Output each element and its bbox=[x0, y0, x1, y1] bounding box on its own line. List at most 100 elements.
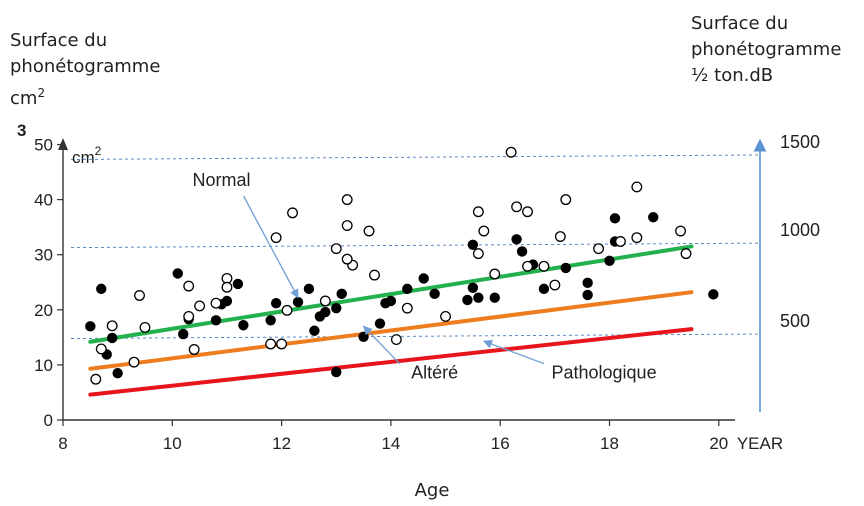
filled-point-22 bbox=[331, 302, 342, 314]
filled-point-41 bbox=[582, 289, 593, 301]
filled-point-10 bbox=[221, 295, 233, 307]
filled-point-17 bbox=[309, 325, 320, 336]
right-tick-label-500: 500 bbox=[780, 311, 810, 331]
reference-line-1500 bbox=[70, 154, 761, 160]
y-tick-label-30: 30 bbox=[34, 246, 53, 265]
filled-point-42 bbox=[604, 255, 615, 266]
hollow-point-46 bbox=[680, 248, 692, 260]
filled-point-15 bbox=[292, 296, 304, 308]
annotations: Normal Altéré Pathologique bbox=[192, 170, 656, 383]
filled-point-24 bbox=[374, 318, 386, 329]
panel-number: 3 bbox=[17, 121, 26, 140]
filled-point-20 bbox=[331, 366, 342, 378]
hollow-point-29 bbox=[472, 206, 484, 218]
filled-point-5 bbox=[172, 268, 183, 279]
hollow-point-45 bbox=[675, 225, 687, 237]
filled-point-29 bbox=[429, 288, 440, 300]
filled-point-40 bbox=[582, 277, 593, 289]
hollow-point-25 bbox=[369, 269, 380, 281]
hollow-point-6 bbox=[183, 310, 195, 322]
filled-point-19 bbox=[320, 306, 331, 318]
filled-point-1 bbox=[96, 283, 107, 295]
y-tick-label-0: 0 bbox=[44, 411, 53, 430]
filled-point-16 bbox=[303, 283, 315, 295]
filled-point-44 bbox=[609, 213, 621, 224]
inner-axis-unit-sup: 2 bbox=[95, 144, 102, 158]
regression-lines bbox=[88, 244, 694, 397]
filled-point-14 bbox=[270, 298, 282, 309]
y-tick-label-40: 40 bbox=[34, 191, 53, 210]
hollow-point-4 bbox=[134, 290, 145, 301]
annotation-arrow-2 bbox=[482, 339, 545, 365]
left-axis-title-line1: Surface du bbox=[10, 30, 108, 51]
hollow-point-2 bbox=[106, 320, 118, 332]
hollow-point-23 bbox=[341, 253, 353, 265]
right-axis-title-line3: ½ ton.dB bbox=[691, 65, 774, 86]
hollow-point-19 bbox=[330, 243, 342, 255]
left-axis-unit-sup: 2 bbox=[37, 86, 46, 100]
filled-point-39 bbox=[560, 262, 571, 274]
hollow-point-42 bbox=[614, 236, 626, 247]
hollow-point-38 bbox=[549, 279, 561, 291]
right-tick-label-1500: 1500 bbox=[780, 132, 820, 152]
filled-point-35 bbox=[511, 234, 522, 245]
annotation-label-2: Pathologique bbox=[551, 363, 656, 383]
hollow-point-14 bbox=[276, 338, 288, 350]
hollow-point-13 bbox=[265, 338, 277, 350]
inner-axis-unit-base: cm bbox=[72, 148, 95, 167]
left-axis-unit-base: cm bbox=[10, 88, 38, 109]
filled-point-26 bbox=[385, 295, 397, 307]
hollow-point-24 bbox=[363, 225, 375, 237]
hollow-point-39 bbox=[554, 231, 566, 242]
hollow-point-11 bbox=[221, 272, 233, 284]
left-axis-title: Surface du phonétogramme cm2 bbox=[10, 28, 160, 112]
filled-point-13 bbox=[265, 315, 276, 326]
left-axis-title-line2: phonétogramme bbox=[10, 56, 161, 77]
x-tick-label-18: 18 bbox=[600, 434, 619, 453]
right-axis-title-line1: Surface du bbox=[691, 13, 789, 34]
filled-point-36 bbox=[516, 246, 528, 257]
filled-point-31 bbox=[467, 282, 479, 293]
hollow-point-44 bbox=[631, 181, 643, 193]
hollow-point-27 bbox=[401, 302, 413, 314]
x-tick-label-14: 14 bbox=[381, 434, 400, 453]
x-axis-title: Age bbox=[414, 480, 450, 501]
hollow-point-1 bbox=[95, 343, 107, 355]
hollow-point-5 bbox=[139, 321, 151, 333]
hollow-point-15 bbox=[270, 232, 282, 244]
filled-point-6 bbox=[178, 328, 189, 340]
hollow-point-32 bbox=[489, 268, 501, 280]
filled-point-23 bbox=[358, 331, 369, 343]
filled-point-38 bbox=[538, 283, 550, 295]
filled-point-3 bbox=[106, 332, 118, 344]
regression-line-altere bbox=[88, 290, 694, 371]
hollow-point-3 bbox=[128, 356, 140, 368]
hollow-point-31 bbox=[478, 225, 490, 237]
hollow-point-40 bbox=[560, 194, 572, 206]
x-tick-label-12: 12 bbox=[272, 434, 291, 453]
filled-point-34 bbox=[489, 292, 500, 303]
y-tick-label-10: 10 bbox=[34, 356, 53, 375]
filled-point-12 bbox=[238, 320, 249, 331]
hollow-point-9 bbox=[194, 300, 206, 312]
reference-lines: 500 1000 1500 bbox=[70, 132, 820, 339]
hollow-point-33 bbox=[505, 146, 517, 158]
hollow-point-12 bbox=[221, 281, 233, 293]
hollow-point-28 bbox=[440, 310, 452, 322]
hollow-point-37 bbox=[538, 260, 550, 272]
y-tick-label-20: 20 bbox=[34, 301, 53, 320]
hollow-point-26 bbox=[390, 334, 402, 346]
hollow-point-10 bbox=[210, 297, 222, 309]
filled-point-21 bbox=[336, 288, 347, 300]
x-tick-label-8: 8 bbox=[58, 434, 67, 453]
right-tick-label-1000: 1000 bbox=[780, 220, 820, 240]
right-axis-title-line2: phonétogramme bbox=[691, 39, 842, 60]
annotation-arrow-0 bbox=[242, 195, 299, 299]
x-tick-label-16: 16 bbox=[491, 434, 510, 453]
filled-point-28 bbox=[418, 273, 429, 284]
regression-line-pathologique bbox=[88, 327, 694, 397]
hollow-point-0 bbox=[90, 373, 102, 385]
hollow-point-43 bbox=[631, 232, 643, 244]
